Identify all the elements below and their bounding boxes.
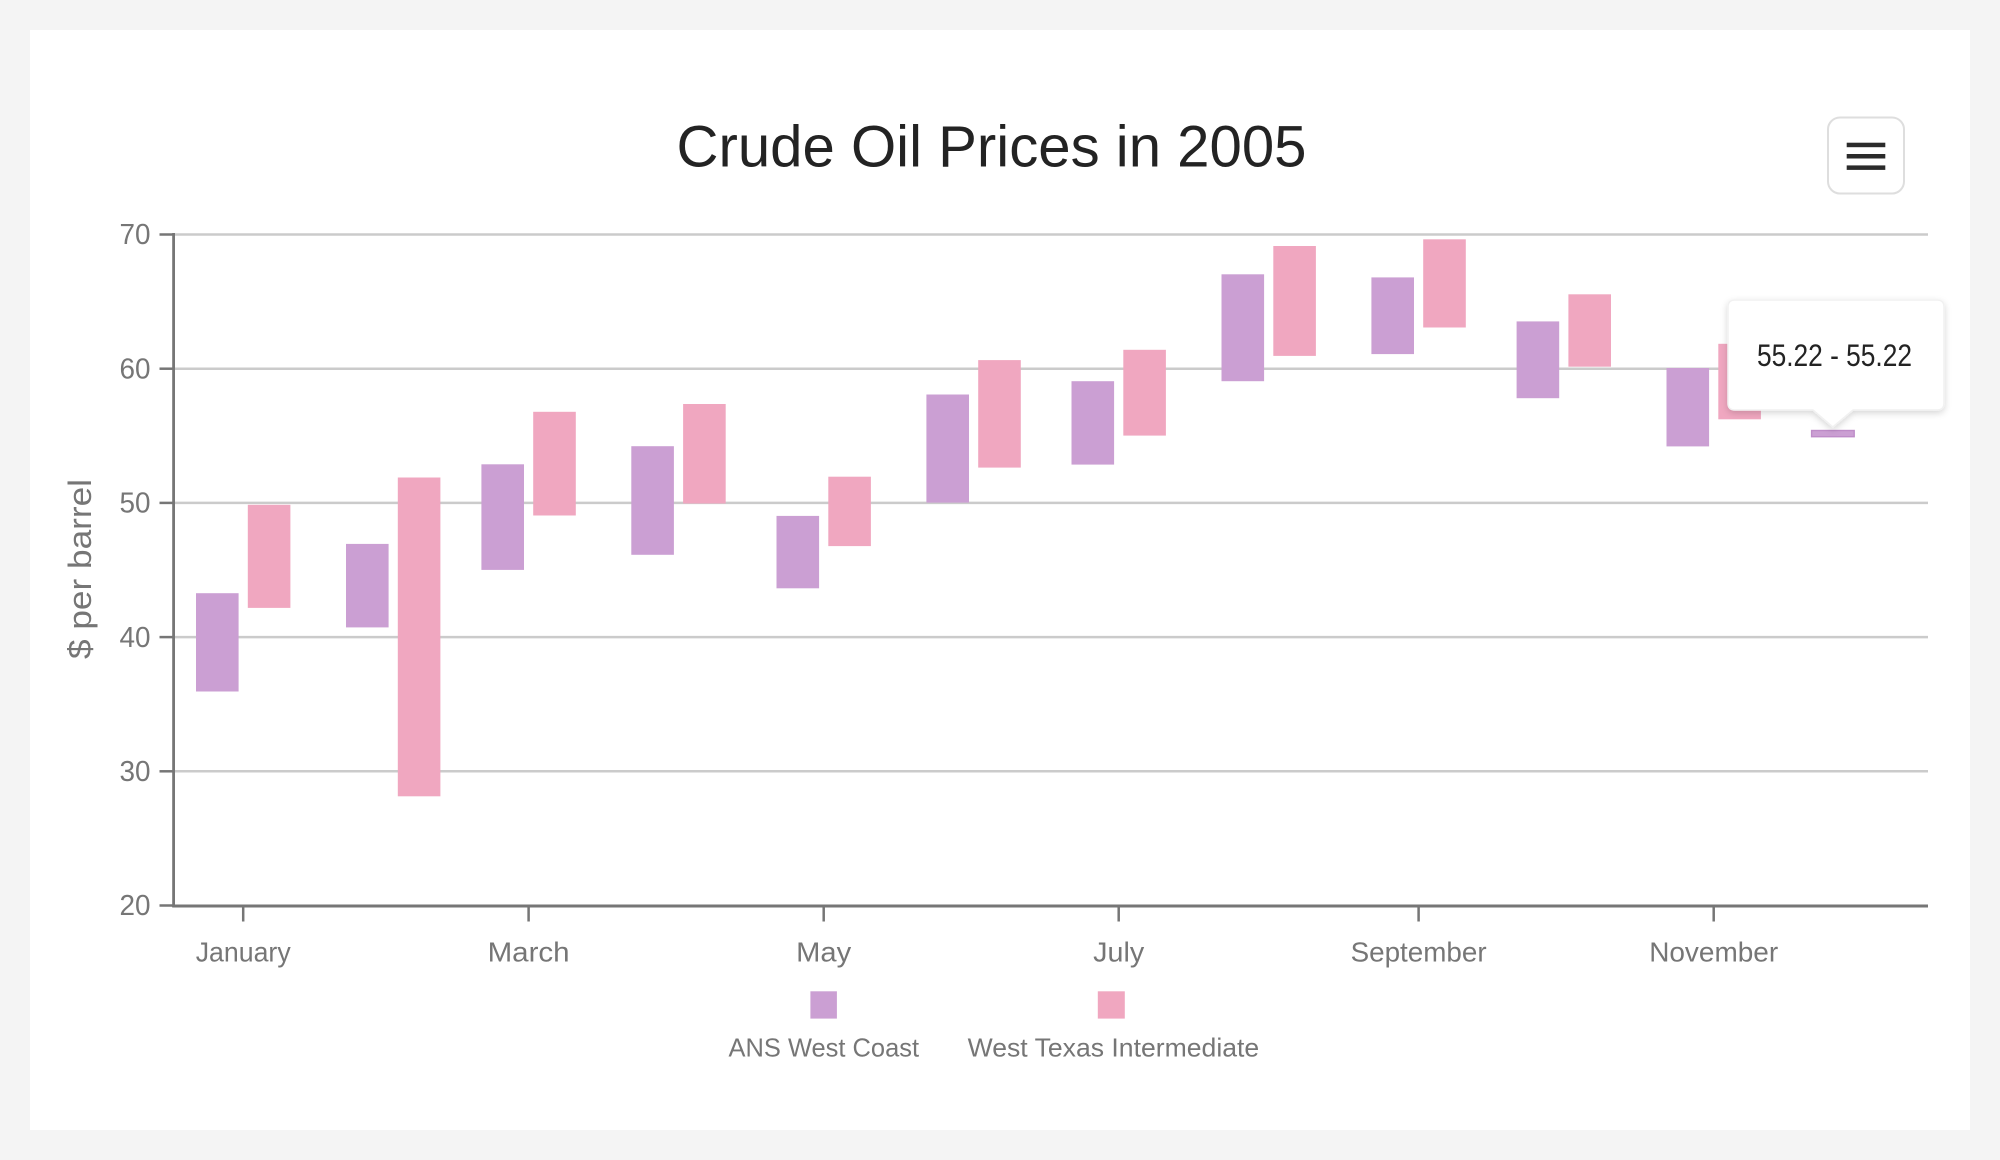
svg-text:20: 20 [120,890,151,922]
svg-text:March: March [488,937,570,968]
svg-text:$ per barrel: $ per barrel [62,479,98,659]
svg-text:70: 70 [120,219,151,251]
svg-text:55.22 - 55.22: 55.22 - 55.22 [1757,337,1912,373]
svg-text:November: November [1649,937,1778,968]
svg-text:50: 50 [120,488,151,520]
svg-text:30: 30 [120,756,151,788]
svg-text:Crude Oil Prices in 2005: Crude Oil Prices in 2005 [677,115,1307,180]
svg-text:September: September [1351,937,1487,968]
svg-text:July: July [1093,937,1144,968]
svg-text:60: 60 [120,353,151,385]
svg-text:ANS West Coast: ANS West Coast [729,1033,920,1063]
svg-text:40: 40 [120,622,151,654]
svg-text:January: January [196,937,291,968]
svg-text:West Texas Intermediate: West Texas Intermediate [968,1033,1260,1063]
svg-text:May: May [796,937,851,968]
